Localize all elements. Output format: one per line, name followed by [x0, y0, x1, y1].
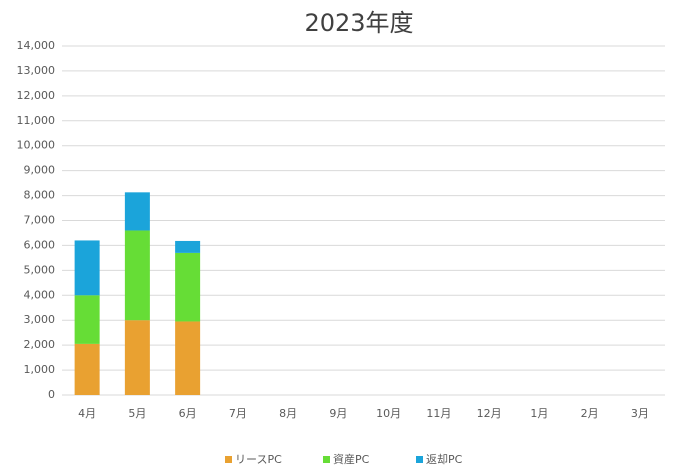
bar-segment: [175, 321, 201, 395]
bar-segment: [124, 230, 150, 321]
y-tick-label: 13,000: [17, 64, 56, 77]
legend-label: リースPC: [235, 453, 282, 466]
chart-title: 2023年度: [304, 9, 413, 37]
y-tick-label: 2,000: [24, 338, 56, 351]
bar-segment: [175, 252, 201, 322]
x-tick-label: 4月: [78, 407, 96, 420]
x-tick-label: 2月: [581, 407, 599, 420]
x-tick-label: 8月: [279, 407, 297, 420]
y-tick-label: 6,000: [24, 238, 56, 251]
x-tick-label: 9月: [329, 407, 347, 420]
legend-label: 資産PC: [333, 453, 370, 466]
y-tick-label: 4,000: [24, 288, 56, 301]
y-tick-label: 12,000: [17, 89, 56, 102]
x-tick-label: 10月: [376, 407, 401, 420]
y-tick-label: 9,000: [24, 164, 56, 177]
y-tick-label: 8,000: [24, 189, 56, 202]
x-tick-label: 11月: [426, 407, 451, 420]
bar-segment: [74, 240, 100, 296]
legend-label: 返却PC: [426, 453, 463, 466]
y-tick-label: 5,000: [24, 263, 56, 276]
bar-segment: [175, 240, 201, 253]
legend-swatch: [416, 456, 423, 463]
x-tick-label: 12月: [477, 407, 502, 420]
x-tick-label: 5月: [128, 407, 146, 420]
bar-segment: [124, 192, 150, 231]
x-tick-label: 1月: [530, 407, 548, 420]
legend-swatch: [323, 456, 330, 463]
bar-segment: [124, 320, 150, 395]
bar-segment: [74, 343, 100, 395]
legend-swatch: [225, 456, 232, 463]
y-tick-label: 1,000: [24, 363, 56, 376]
bar-segment: [74, 295, 100, 344]
y-tick-label: 11,000: [17, 114, 56, 127]
x-tick-label: 6月: [179, 407, 197, 420]
y-tick-label: 3,000: [24, 313, 56, 326]
y-tick-label: 7,000: [24, 214, 56, 227]
y-tick-label: 0: [48, 388, 55, 401]
y-tick-label: 10,000: [17, 139, 56, 152]
y-tick-label: 14,000: [17, 39, 56, 52]
x-tick-label: 7月: [229, 407, 247, 420]
x-tick-label: 3月: [631, 407, 649, 420]
